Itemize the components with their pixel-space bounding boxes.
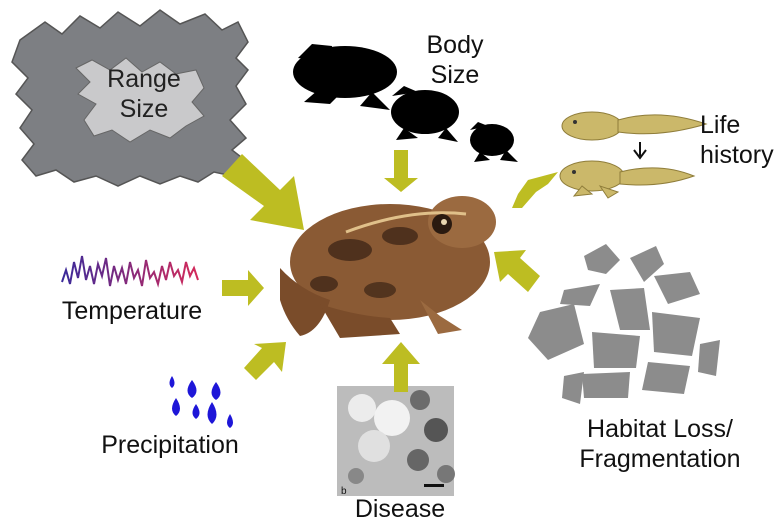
habitat-line-2: Fragmentation xyxy=(570,444,750,474)
raindrop-1 xyxy=(170,376,175,388)
temperature-label: Temperature xyxy=(52,296,212,326)
development-arrow xyxy=(634,142,646,158)
disease-micrograph: b xyxy=(337,386,455,497)
arrow-life-history xyxy=(512,172,558,208)
arrow-range xyxy=(222,154,304,230)
life-history-line-2: history xyxy=(700,140,780,170)
habitat-line-1: Habitat Loss/ xyxy=(570,414,750,444)
raindrops xyxy=(170,376,234,428)
habitat-patch-6 xyxy=(528,304,584,360)
range-size-line-1: Range xyxy=(94,64,194,94)
habitat-patch-9 xyxy=(582,372,630,398)
range-size-line-2: Size xyxy=(94,94,194,124)
habitat-patch-10 xyxy=(642,362,690,394)
arrow-disease xyxy=(382,342,420,392)
habitat-patch-5 xyxy=(654,272,700,304)
raindrop-3 xyxy=(212,382,221,400)
frog-silhouette-medium xyxy=(391,86,459,142)
life-history-line-1: Life xyxy=(700,110,780,140)
range-size-label: Range Size xyxy=(94,64,194,124)
habitat-patch-11 xyxy=(698,340,720,376)
habitat-patch-1 xyxy=(584,244,620,274)
frog-illustration xyxy=(280,196,496,338)
raindrop-5 xyxy=(208,402,217,424)
arrow-temperature xyxy=(222,270,264,306)
body-size-line-2: Size xyxy=(410,60,500,90)
habitat-fragments xyxy=(528,244,720,404)
habitat-patch-12 xyxy=(562,372,584,404)
habitat-patch-4 xyxy=(610,288,650,330)
disease-label: Disease xyxy=(340,494,460,524)
precipitation-label: Precipitation xyxy=(90,430,250,460)
body-size-label: Body Size xyxy=(410,30,500,90)
frog-silhouette-small xyxy=(470,122,518,162)
body-size-line-1: Body xyxy=(410,30,500,60)
tadpole-figure xyxy=(562,112,706,140)
habitat-patch-8 xyxy=(592,332,640,368)
temperature-line xyxy=(62,256,198,286)
raindrop-4 xyxy=(172,398,180,416)
habitat-patch-7 xyxy=(652,312,700,356)
raindrop-7 xyxy=(227,414,233,428)
arrow-body-size xyxy=(384,150,418,192)
life-history-figures xyxy=(560,112,706,198)
habitat-label: Habitat Loss/ Fragmentation xyxy=(570,414,750,474)
raindrop-2 xyxy=(188,380,197,398)
frog-silhouette-large xyxy=(293,44,397,110)
froglet-figure xyxy=(560,161,694,198)
arrow-precipitation xyxy=(244,342,286,380)
arrow-habitat xyxy=(494,250,540,292)
raindrop-6 xyxy=(193,404,200,419)
life-history-label: Life history xyxy=(700,110,780,170)
habitat-patch-3 xyxy=(560,284,600,306)
